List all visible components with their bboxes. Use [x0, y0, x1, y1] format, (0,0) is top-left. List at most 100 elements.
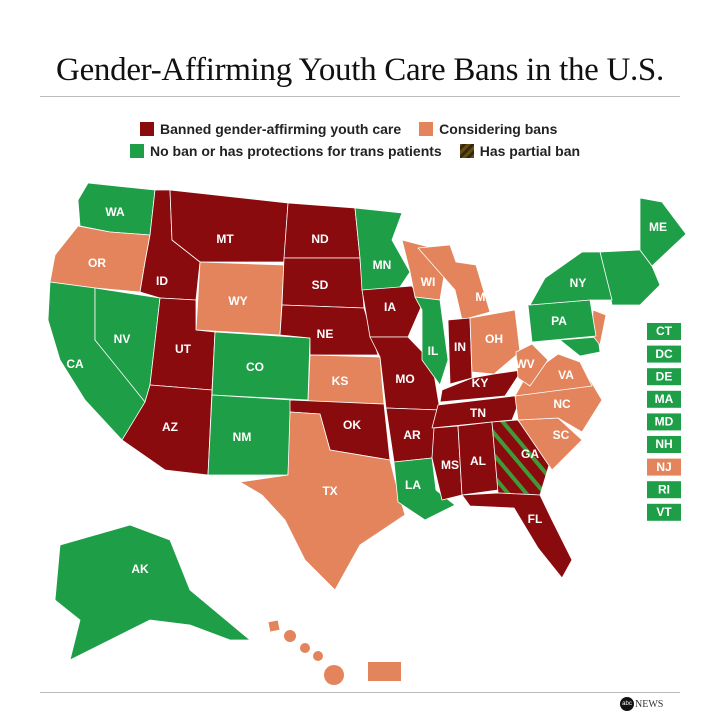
state-ga — [491, 419, 551, 496]
state-label-nv: NV — [114, 332, 131, 346]
state-label-pa: PA — [551, 314, 567, 328]
legend-swatch — [130, 144, 144, 158]
hawaii-island — [284, 630, 296, 642]
state-box-ma — [647, 390, 681, 408]
state-label-va: VA — [558, 368, 574, 382]
state-label-ar: AR — [403, 428, 421, 442]
state-box-de — [647, 368, 681, 386]
legend-swatch — [459, 144, 474, 158]
state-label-id: ID — [156, 274, 168, 288]
state-label-az: AZ — [162, 420, 178, 434]
state-label-ky: KY — [472, 376, 489, 390]
state-label-sd: SD — [312, 278, 329, 292]
hawaii-island — [324, 665, 344, 685]
legend-item-partial: Has partial ban — [459, 143, 581, 159]
legend-label: Banned gender-affirming youth care — [160, 121, 402, 137]
state-fl — [461, 492, 573, 579]
state-label-mo: MO — [395, 372, 414, 386]
state-mi — [417, 244, 491, 321]
state-ak — [54, 524, 251, 661]
state-label-me: ME — [649, 220, 667, 234]
state-label-co: CO — [246, 360, 264, 374]
state-box-label-ri: RI — [658, 482, 670, 496]
state-box-label-md: MD — [655, 415, 674, 429]
state-az — [121, 384, 213, 476]
state-box-label-ma: MA — [655, 392, 674, 406]
logo-text: NEWS — [635, 698, 664, 710]
state-label-ny: NY — [570, 276, 587, 290]
state-label-wa: WA — [105, 205, 125, 219]
page-title: Gender-Affirming Youth Care Bans in the … — [56, 52, 664, 88]
legend: Banned gender-affirming youth care Consi… — [130, 118, 598, 162]
state-hi — [267, 619, 281, 633]
state-label-la: LA — [405, 478, 421, 492]
state-ms — [431, 425, 463, 501]
state-box-label-nh: NH — [655, 437, 672, 451]
state-label-wv: WV — [515, 357, 534, 371]
state-box-md — [647, 413, 681, 431]
state-box-dc — [647, 345, 681, 363]
state-label-ga: GA — [521, 447, 539, 461]
legend-label: No ban or has protections for trans pati… — [150, 143, 442, 159]
state-mn — [354, 207, 411, 291]
state-me — [639, 197, 687, 267]
state-md-de — [558, 336, 601, 357]
state-wv — [515, 343, 549, 387]
state-box-vt — [647, 503, 681, 521]
state-label-ne: NE — [317, 327, 334, 341]
state-label-al: AL — [470, 454, 486, 468]
state-label-in: IN — [454, 340, 466, 354]
abc-logo-mark: abc — [620, 697, 634, 711]
state-box-label-vt: VT — [656, 505, 672, 519]
state-label-ia: IA — [384, 300, 396, 314]
state-label-wi: WI — [421, 275, 436, 289]
state-box-nj — [647, 458, 681, 476]
state-box-ri — [647, 481, 681, 499]
state-box-label-dc: DC — [655, 347, 673, 361]
state-label-ks: KS — [332, 374, 349, 388]
state-label-mi: MI — [475, 290, 488, 304]
state-box-label-de: DE — [656, 369, 673, 383]
state-box-ct — [647, 323, 681, 340]
state-nm — [207, 394, 293, 476]
state-ny — [529, 251, 613, 306]
state-box-hi — [368, 662, 401, 681]
state-label-ms: MS — [441, 458, 459, 472]
legend-item-none: No ban or has protections for trans pati… — [130, 143, 442, 159]
state-label-nc: NC — [553, 397, 571, 411]
legend-swatch — [140, 122, 154, 136]
state-tx — [239, 411, 406, 591]
state-box-label-nj: NJ — [656, 460, 671, 474]
state-ia — [361, 285, 423, 338]
state-label-ok: OK — [343, 418, 361, 432]
state-box-label-ct: CT — [656, 324, 673, 338]
state-nd — [283, 202, 361, 259]
state-label-mn: MN — [373, 258, 392, 272]
state-label-or: OR — [88, 256, 106, 270]
state-va — [514, 353, 593, 397]
state-label-ak: AK — [131, 562, 149, 576]
title-rule — [40, 96, 680, 97]
state-mt — [169, 189, 289, 263]
legend-label: Has partial ban — [479, 143, 581, 159]
hawaii-island — [300, 643, 310, 653]
state-label-oh: OH — [485, 332, 503, 346]
state-label-ut: UT — [175, 342, 192, 356]
state-label-fl: FL — [528, 512, 543, 526]
footer-rule — [40, 692, 680, 693]
legend-label: Considering bans — [439, 121, 558, 137]
abc-news-logo: abc NEWS — [620, 697, 663, 711]
state-tn — [431, 394, 523, 429]
legend-item-banned: Banned gender-affirming youth care — [140, 121, 401, 137]
state-label-wy: WY — [228, 294, 247, 308]
state-label-tn: TN — [470, 406, 486, 420]
legend-item-considering: Considering bans — [419, 121, 557, 137]
state-label-nd: ND — [311, 232, 329, 246]
state-label-ca: CA — [66, 357, 84, 371]
legend-swatch — [419, 122, 434, 136]
state-oh — [469, 309, 521, 375]
state-label-tx: TX — [322, 484, 337, 498]
state-label-mt: MT — [216, 232, 234, 246]
state-label-sc: SC — [553, 428, 570, 442]
